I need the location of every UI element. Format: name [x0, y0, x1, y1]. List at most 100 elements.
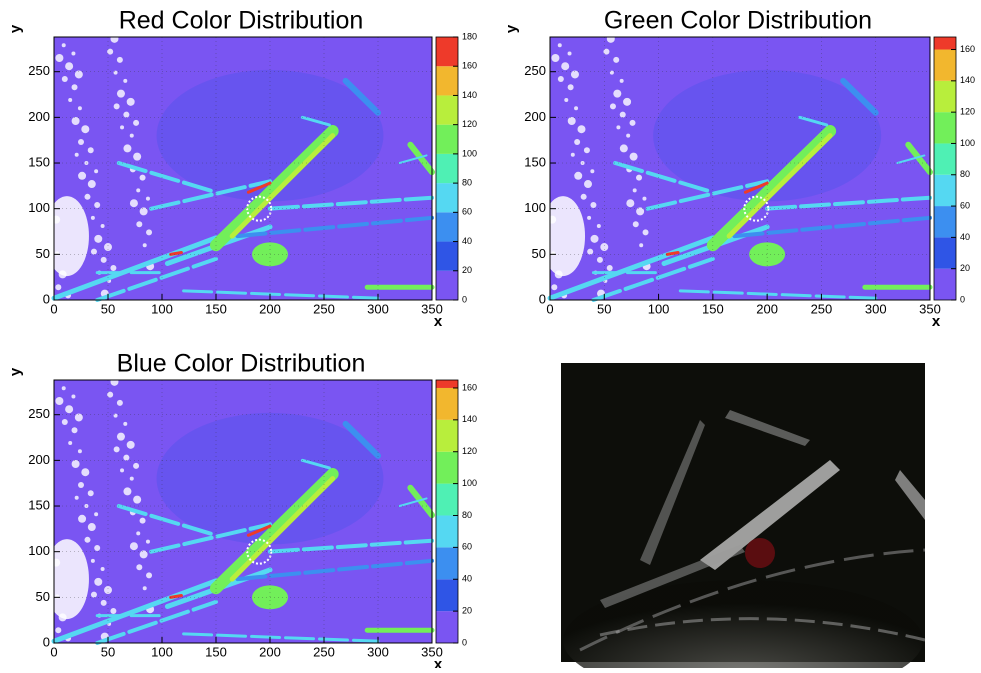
saturated-speck — [133, 462, 140, 469]
saturated-speck — [71, 427, 78, 434]
streak — [182, 632, 380, 643]
dark-region — [653, 69, 882, 202]
saturated-speck — [113, 446, 120, 453]
streak — [246, 181, 272, 194]
streak — [169, 594, 183, 599]
streak — [182, 289, 380, 300]
z-tick-label: 60 — [960, 200, 970, 210]
saturated-speck — [52, 215, 61, 224]
saturated-speck — [129, 542, 138, 551]
saturated-speck — [120, 468, 125, 473]
streak — [342, 420, 381, 459]
saturated-speck — [619, 78, 624, 83]
z-tick-label: 140 — [462, 414, 477, 424]
plot-frame — [549, 36, 931, 301]
saturated-speck — [65, 62, 74, 71]
x-axis-label: x — [434, 656, 443, 668]
saturated-speck — [104, 586, 112, 595]
streak — [116, 161, 218, 195]
streak — [169, 251, 183, 256]
saturated-speck — [129, 199, 138, 208]
color-bar-band — [436, 515, 458, 548]
saturated-speck — [123, 78, 128, 83]
color-bar-band — [436, 547, 458, 580]
saturated-speck — [636, 174, 643, 181]
saturated-speck — [94, 512, 99, 517]
saturated-speck — [606, 265, 613, 272]
y-tick-label: 50 — [36, 246, 50, 261]
saturated-speck — [587, 215, 592, 220]
saturated-speck — [78, 171, 87, 180]
streak — [229, 133, 336, 239]
saturated-speck — [548, 215, 557, 224]
color-bar-band — [436, 419, 458, 452]
saturated-speck — [142, 586, 147, 591]
saturated-speck — [58, 613, 67, 622]
saturated-speck — [58, 270, 67, 279]
streak — [613, 161, 715, 195]
saturated-speck — [94, 202, 101, 209]
saturated-speck — [100, 224, 105, 229]
streak — [726, 133, 833, 239]
saturated-speck — [639, 243, 644, 248]
x-tick-label: 350 — [421, 644, 443, 659]
color-bar-band — [436, 380, 458, 388]
saturated-speck — [68, 98, 73, 103]
saturated-speck — [52, 558, 61, 567]
z-tick-label: 120 — [462, 446, 477, 456]
saturated-speck — [87, 147, 94, 154]
y-tick-label: 200 — [28, 109, 50, 124]
saturated-speck — [87, 180, 96, 189]
y-tick-label: 100 — [524, 200, 546, 215]
saturated-speck — [551, 284, 558, 291]
z-tick-label: 160 — [462, 61, 477, 71]
saturated-speck — [609, 103, 616, 110]
z-tick-label: 40 — [462, 574, 472, 584]
saturated-speck — [87, 523, 96, 532]
z-tick-label: 100 — [462, 148, 477, 158]
saturated-speck — [606, 34, 615, 43]
color-bar-band — [436, 95, 458, 125]
y-tick-label: 100 — [28, 543, 50, 558]
saturated-speck — [71, 394, 76, 399]
z-tick-label: 100 — [960, 138, 975, 148]
saturated-speck — [74, 152, 79, 157]
saturated-speck — [603, 48, 610, 55]
saturated-speck — [590, 234, 599, 243]
saturated-speck — [564, 98, 569, 103]
saturated-speck — [133, 152, 142, 161]
streak — [591, 256, 715, 302]
saturated-speck — [142, 243, 147, 248]
saturated-speck — [100, 567, 105, 572]
saturated-speck — [55, 284, 62, 291]
streak — [149, 179, 272, 211]
saturated-speck — [619, 111, 626, 118]
saturated-speck — [642, 196, 647, 201]
plot-frame — [53, 36, 433, 301]
heatmap — [44, 377, 435, 645]
saturated-speck — [619, 144, 628, 153]
x-tick-label: 200 — [259, 644, 281, 659]
saturated-speck — [596, 224, 601, 229]
color-bar-band — [934, 174, 956, 207]
streak — [229, 476, 336, 582]
z-tick-label: 120 — [960, 107, 975, 117]
x-tick-label: 100 — [151, 301, 173, 316]
saturated-speck — [145, 196, 150, 201]
saturated-speck — [78, 482, 84, 489]
saturated-speck — [90, 248, 97, 255]
saturated-speck — [600, 243, 609, 252]
y-tick-label: 250 — [524, 63, 546, 78]
streak — [51, 235, 219, 301]
z-tick-label: 40 — [960, 232, 970, 242]
saturated-speck — [561, 62, 570, 71]
color-bar-band — [436, 483, 458, 516]
saturated-speck — [583, 147, 590, 154]
saturated-speck — [90, 591, 97, 598]
saturated-speck — [65, 405, 74, 414]
x-tick-label: 0 — [546, 301, 553, 316]
streak — [210, 125, 339, 252]
saturated-speck — [126, 440, 135, 449]
color-bar-band — [436, 124, 458, 154]
